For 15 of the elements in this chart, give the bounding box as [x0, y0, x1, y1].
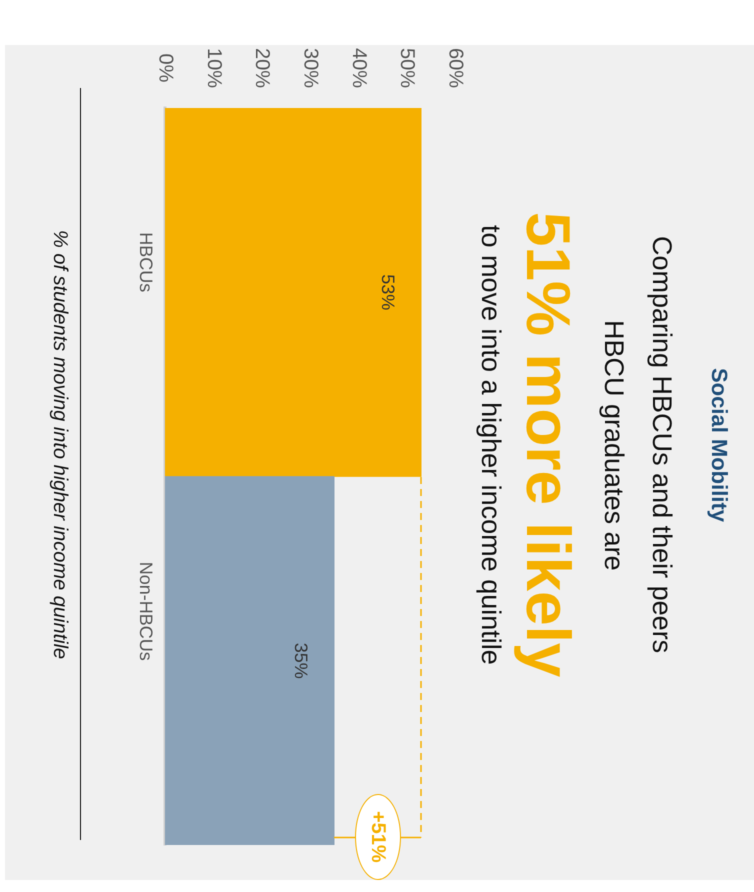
annotation: +51%: [366, 811, 390, 863]
x-tick-label: 60%: [444, 48, 466, 88]
text: Comparing HBCUs and their peers HBCU graduates are 51% more likely to move into a higher income quintile: [475, 211, 677, 680]
x-tick-label: 50%: [396, 48, 418, 88]
x-tick-label: 40%: [348, 48, 370, 88]
y-axis-title: % of students moving into higher income quintile: [48, 229, 71, 662]
x-tick-label: 20%: [251, 48, 274, 88]
x-tick-label: 10%: [202, 48, 225, 88]
y-tick-label: HBCUs: [136, 232, 156, 292]
x-tick-label: 30%: [299, 48, 322, 88]
text: Social Mobility: [706, 366, 732, 524]
data-label: 53%: [378, 274, 398, 310]
data-label: 35%: [291, 642, 312, 679]
x-tick-label: 0%: [154, 54, 176, 83]
y-tick-label: Non-HBCUs: [136, 562, 156, 661]
